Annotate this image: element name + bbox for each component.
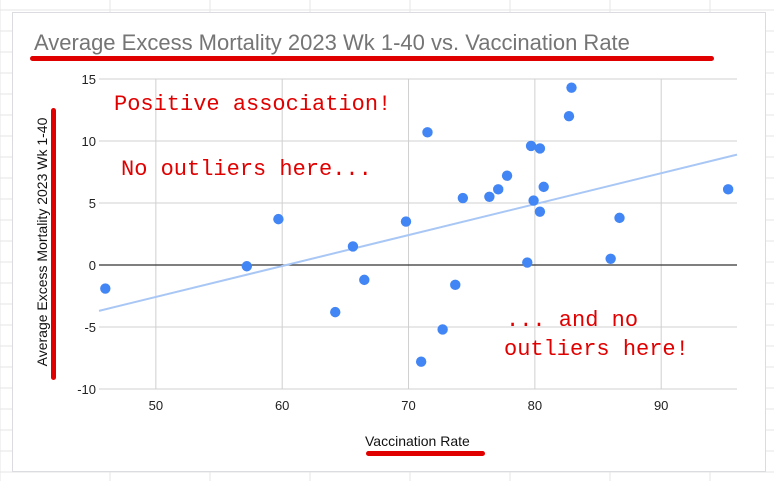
x-tick-label: 90	[654, 398, 668, 413]
data-point	[415, 356, 427, 367]
data-point	[614, 212, 625, 224]
data-point	[563, 111, 575, 122]
data-point	[501, 170, 513, 181]
data-point	[538, 181, 549, 193]
data-point	[566, 82, 577, 93]
data-point	[484, 191, 495, 202]
data-point	[450, 279, 461, 291]
y-tick-label: -5	[84, 320, 96, 335]
data-point	[347, 241, 359, 252]
y-axis-label-red-underline	[51, 108, 56, 380]
x-tick-label: 80	[528, 398, 542, 413]
data-point	[522, 257, 533, 268]
data-point	[525, 140, 537, 152]
y-axis-label: Average Excess Mortality 2023 Wk 1-40	[34, 117, 50, 367]
annotation-no-outliers: No outliers here...	[121, 157, 372, 182]
title-red-underline	[30, 56, 714, 61]
x-tick-label: 60	[275, 398, 289, 413]
y-tick-label: -10	[77, 382, 96, 397]
x-axis-label: Vaccination Rate	[365, 433, 470, 449]
y-tick-label: 0	[89, 258, 96, 273]
data-point	[493, 184, 504, 195]
data-point	[359, 274, 370, 286]
data-point	[422, 127, 433, 138]
annotation-outliers-here: outliers here!	[504, 337, 689, 362]
chart-container[interactable]	[12, 12, 766, 472]
data-point	[400, 216, 412, 227]
data-point	[457, 192, 469, 204]
trendline	[98, 153, 738, 312]
data-point	[100, 283, 111, 294]
data-point	[534, 206, 546, 217]
data-point	[241, 261, 253, 272]
x-axis-label-red-underline	[366, 451, 485, 456]
x-tick-label: 70	[401, 398, 415, 413]
data-point	[330, 306, 341, 318]
data-point	[273, 213, 284, 225]
data-point	[528, 195, 539, 206]
annotation-positive-association: Positive association!	[114, 92, 392, 117]
annotation-and-no: ... and no	[506, 308, 639, 333]
y-tick-label: 5	[89, 196, 96, 211]
data-point	[605, 253, 616, 264]
x-tick-label: 50	[149, 398, 163, 413]
data-point	[437, 324, 448, 335]
data-point	[722, 184, 734, 195]
y-tick-label: 10	[82, 134, 96, 149]
y-tick-label: 15	[82, 72, 96, 87]
chart-title: Average Excess Mortality 2023 Wk 1-40 vs…	[34, 30, 630, 55]
data-point	[534, 143, 546, 154]
